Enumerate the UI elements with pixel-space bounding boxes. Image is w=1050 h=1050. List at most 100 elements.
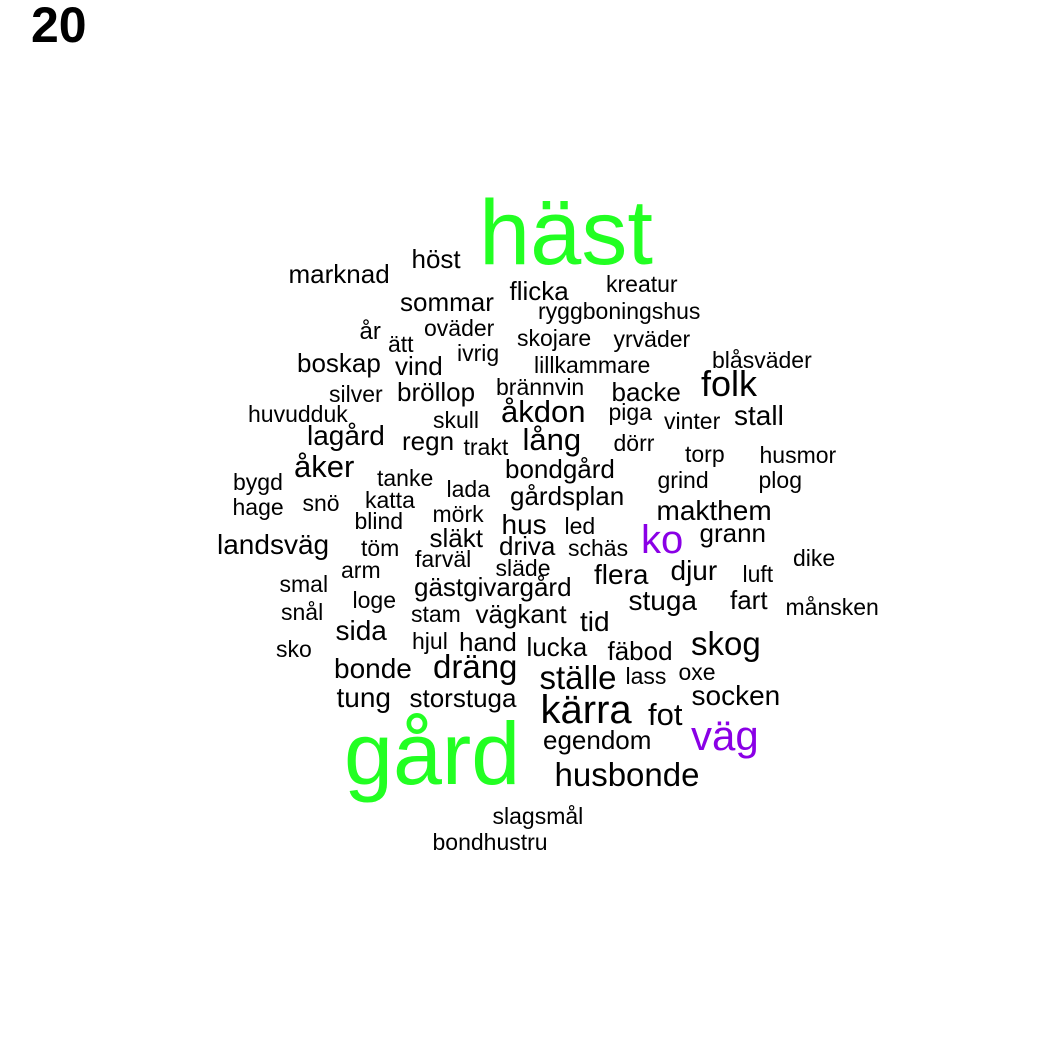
word-husbonde: husbonde bbox=[554, 756, 700, 794]
word-tanke: tanke bbox=[377, 465, 434, 492]
word-skull: skull bbox=[433, 407, 480, 434]
word-hast: häst bbox=[479, 181, 653, 284]
word-mansken: månsken bbox=[785, 594, 879, 621]
word-ar: år bbox=[359, 318, 381, 346]
word-bondhustru: bondhustru bbox=[432, 829, 548, 856]
word-hand: hand bbox=[459, 627, 517, 658]
word-silver: silver bbox=[329, 381, 383, 408]
word-dike: dike bbox=[793, 545, 836, 572]
word-djur: djur bbox=[670, 554, 718, 586]
word-flera: flera bbox=[594, 558, 649, 590]
word-vinter: vinter bbox=[664, 408, 721, 435]
word-driva: driva bbox=[499, 531, 556, 562]
word-schas: schäs bbox=[568, 535, 629, 562]
word-boskap: boskap bbox=[297, 348, 381, 379]
word-stam: stam bbox=[411, 601, 461, 628]
word-fabod: fäbod bbox=[607, 636, 673, 667]
word-piga: piga bbox=[608, 399, 652, 426]
word-backe: backe bbox=[611, 377, 681, 408]
word-grann: grann bbox=[699, 518, 767, 549]
word-huvudduk: huvudduk bbox=[248, 401, 348, 428]
word-flicka: flicka bbox=[509, 276, 569, 307]
word-skojare: skojare bbox=[517, 325, 592, 352]
word-gardsplan: gårdsplan bbox=[510, 481, 625, 512]
word-akdon: åkdon bbox=[501, 393, 586, 429]
word-karra: kärra bbox=[540, 687, 632, 732]
word-stalle: ställe bbox=[539, 659, 617, 697]
word-trakt: trakt bbox=[463, 434, 509, 461]
word-ko: ko bbox=[641, 517, 684, 562]
word-stall: stall bbox=[734, 399, 784, 431]
word-snal: snål bbox=[281, 599, 324, 626]
word-lang: lång bbox=[522, 421, 582, 457]
word-vind: vind bbox=[395, 351, 443, 382]
word-luft: luft bbox=[742, 561, 774, 588]
word-sko: sko bbox=[276, 636, 312, 663]
word-dorr: dörr bbox=[613, 430, 655, 457]
word-sommar: sommar bbox=[400, 287, 494, 318]
word-brollop: bröllop bbox=[397, 377, 476, 408]
word-fot: fot bbox=[648, 696, 683, 732]
word-kreatur: kreatur bbox=[606, 271, 678, 298]
word-socken: socken bbox=[691, 679, 781, 711]
word-bondgard: bondgård bbox=[505, 454, 615, 485]
word-hus: hus bbox=[501, 508, 547, 540]
word-hjul: hjul bbox=[412, 628, 448, 655]
word-egendom: egendom bbox=[543, 725, 652, 756]
word-brannvin: brännvin bbox=[496, 374, 585, 401]
word-storstuga: storstuga bbox=[409, 683, 517, 714]
word-landsvag: landsväg bbox=[217, 528, 330, 560]
word-ivrig: ivrig bbox=[457, 340, 500, 367]
word-fart: fart bbox=[730, 585, 768, 616]
word-gard: gård bbox=[344, 704, 521, 804]
word-yrvader: yrväder bbox=[613, 326, 691, 353]
word-ovader: oväder bbox=[424, 315, 495, 342]
word-blasvader: blåsväder bbox=[712, 347, 812, 374]
word-bonde: bonde bbox=[334, 652, 412, 684]
word-regn: regn bbox=[402, 426, 455, 457]
word-tid: tid bbox=[580, 605, 610, 637]
word-hage: hage bbox=[232, 494, 284, 521]
word-makthem: makthem bbox=[656, 494, 772, 526]
word-oxe: oxe bbox=[678, 659, 716, 686]
page-number: 20 bbox=[31, 0, 87, 53]
word-slade: släde bbox=[495, 555, 551, 582]
word-sida: sida bbox=[335, 614, 387, 646]
word-vagkant: vägkant bbox=[475, 599, 567, 630]
word-katta: katta bbox=[365, 487, 415, 514]
word-sno: snö bbox=[302, 490, 340, 517]
word-plog: plog bbox=[758, 467, 802, 494]
word-tom: töm bbox=[361, 535, 400, 562]
word-skog: skog bbox=[691, 625, 761, 663]
word-lillkammare: lillkammare bbox=[534, 352, 651, 379]
word-grind: grind bbox=[657, 467, 709, 494]
word-lagard: lagård bbox=[307, 419, 385, 451]
word-host: höst bbox=[411, 244, 461, 275]
word-blind: blind bbox=[354, 508, 404, 535]
word-loge: loge bbox=[352, 587, 396, 614]
word-led: led bbox=[564, 513, 596, 540]
word-vag: väg bbox=[691, 711, 759, 759]
word-bygd: bygd bbox=[233, 469, 283, 496]
word-slakt: släkt bbox=[429, 523, 483, 554]
word-folk: folk bbox=[701, 363, 758, 405]
word-marknad: marknad bbox=[288, 259, 390, 290]
word-lucka: lucka bbox=[526, 632, 588, 663]
word-farval: farväl bbox=[415, 546, 472, 573]
word-tung: tung bbox=[336, 681, 392, 713]
word-gastgivargard: gästgivargård bbox=[414, 572, 572, 603]
word-slagsmal: slagsmål bbox=[492, 803, 584, 830]
word-lada: lada bbox=[446, 476, 490, 503]
word-drang: dräng bbox=[433, 648, 518, 686]
word-ryggboningshus: ryggboningshus bbox=[538, 298, 701, 325]
word-arm: arm bbox=[341, 557, 381, 584]
word-husmor: husmor bbox=[759, 442, 837, 469]
word-mork: mörk bbox=[432, 501, 484, 528]
word-lass: lass bbox=[625, 663, 667, 690]
word-aker: åker bbox=[294, 448, 355, 484]
word-torp: torp bbox=[685, 441, 725, 468]
word-att: ätt bbox=[388, 331, 414, 358]
word-stuga: stuga bbox=[628, 584, 698, 616]
word-smal: smal bbox=[279, 571, 329, 598]
